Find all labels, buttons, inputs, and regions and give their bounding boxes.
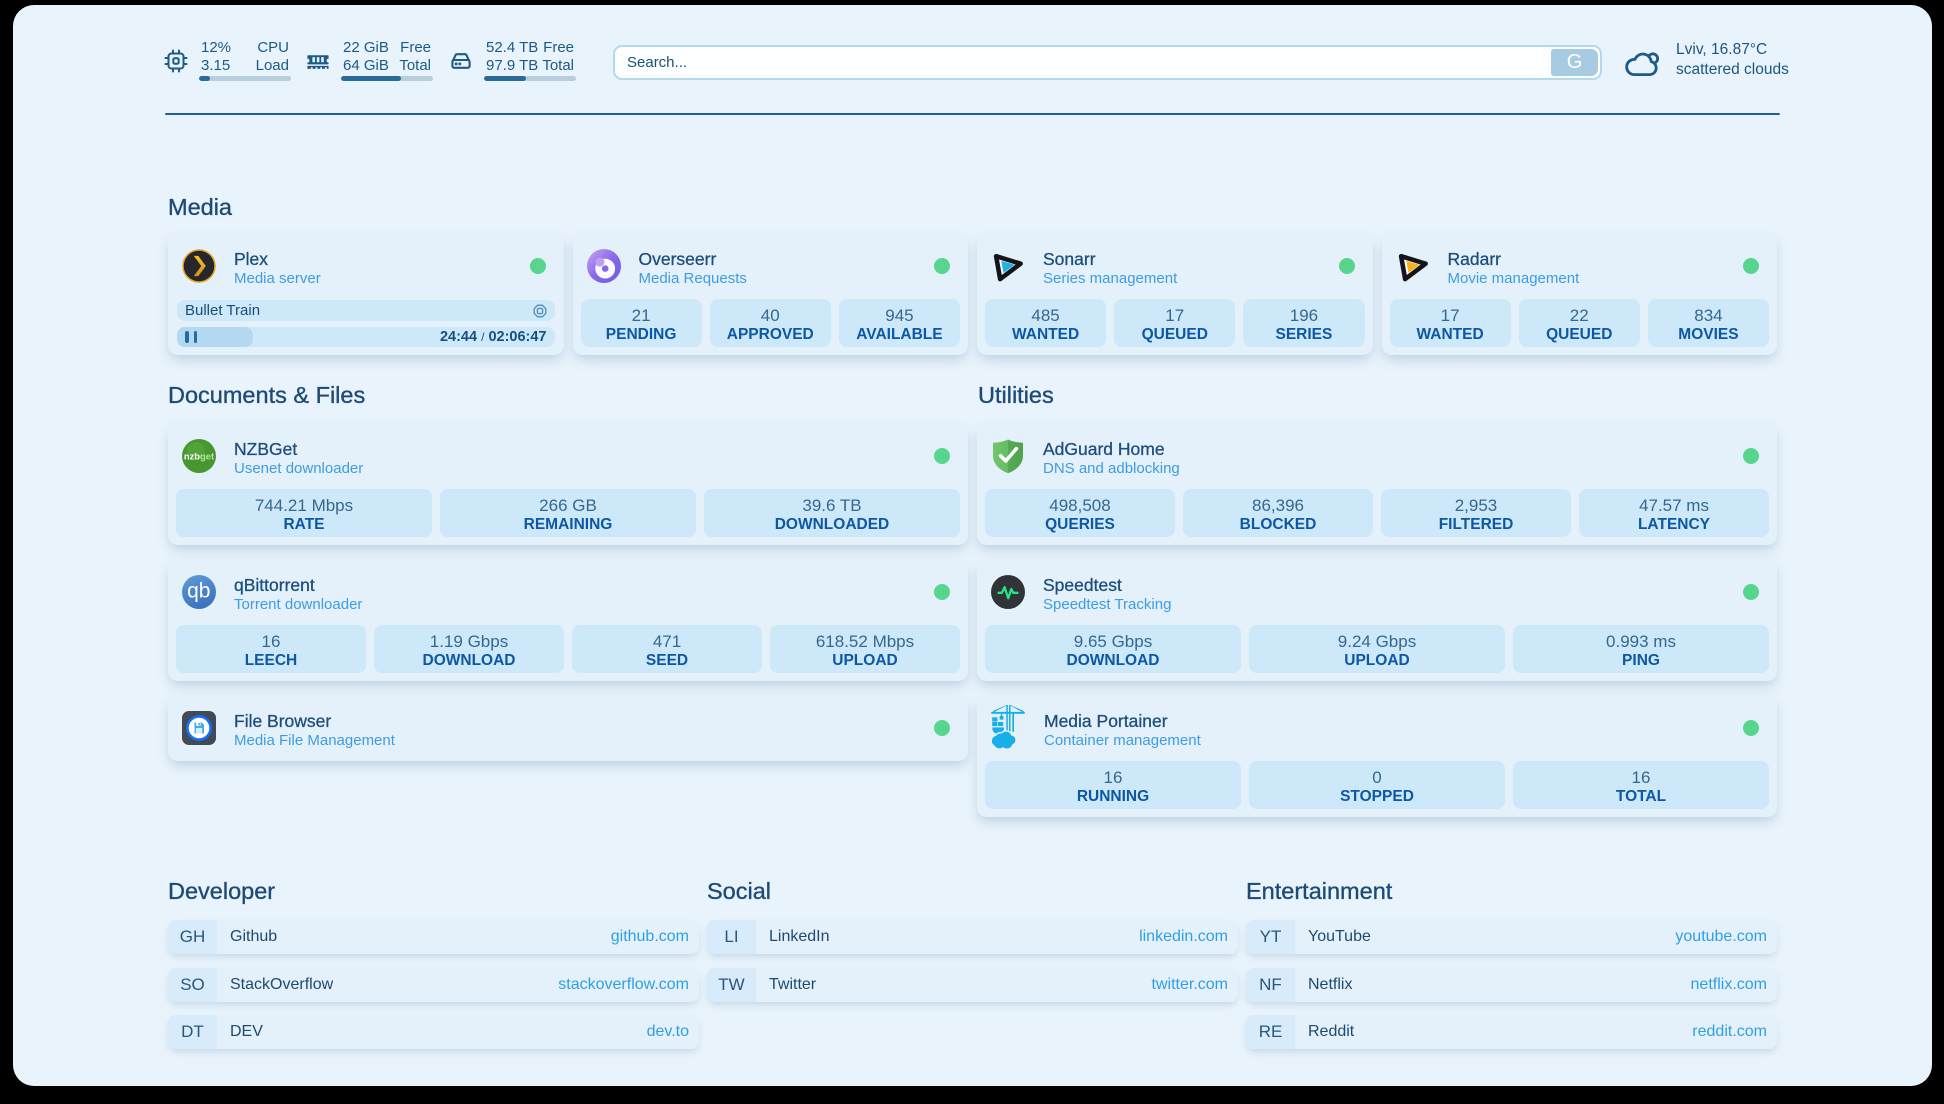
svg-text:qb: qb xyxy=(187,580,210,603)
svg-text:nzbget: nzbget xyxy=(184,451,214,462)
